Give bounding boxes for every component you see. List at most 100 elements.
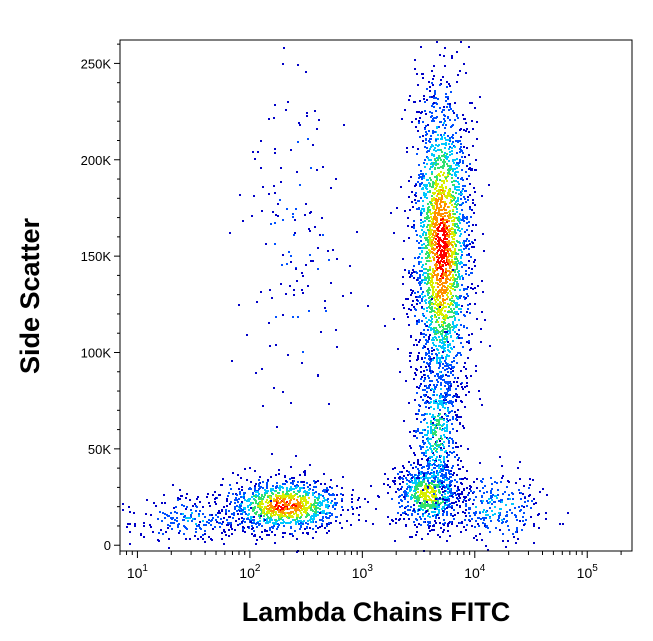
event-dot [266, 530, 268, 532]
event-dot [264, 492, 266, 494]
event-dot [417, 428, 419, 430]
event-dot [419, 385, 421, 387]
event-dot [442, 265, 444, 267]
event-dot [521, 505, 523, 507]
event-dot [463, 220, 465, 222]
event-dot [302, 497, 304, 499]
event-dot [435, 267, 437, 269]
event-dot [420, 492, 422, 494]
event-dot [432, 192, 434, 194]
event-dot [441, 136, 443, 138]
event-dot [230, 526, 232, 528]
event-dot [466, 147, 468, 149]
event-dot [393, 318, 395, 320]
event-dot [442, 375, 444, 377]
event-dot [442, 465, 444, 467]
event-dot [429, 242, 431, 244]
event-dot [310, 516, 312, 518]
event-dot [282, 491, 284, 493]
event-dot [449, 140, 451, 142]
event-dot [433, 467, 435, 469]
event-dot [322, 490, 324, 492]
event-dot [407, 298, 409, 300]
event-dot [435, 263, 437, 265]
event-dot [420, 222, 422, 224]
event-dot [308, 489, 310, 491]
event-dot [429, 362, 431, 364]
event-dot [451, 150, 453, 152]
event-dot [489, 507, 491, 509]
event-dot [441, 473, 443, 475]
event-dot [463, 427, 465, 429]
event-dot [236, 482, 238, 484]
event-dot [439, 107, 441, 109]
event-dot [319, 519, 321, 521]
event-dot [440, 378, 442, 380]
event-dot [427, 157, 429, 159]
event-dot [471, 246, 473, 248]
event-dot [425, 334, 427, 336]
event-dot [454, 119, 456, 121]
event-dot [460, 146, 462, 148]
event-dot [419, 502, 421, 504]
event-dot [422, 429, 424, 431]
event-dot [453, 112, 455, 114]
event-dot [469, 488, 471, 490]
event-dot [431, 96, 433, 98]
event-dot [258, 485, 260, 487]
event-dot [477, 517, 479, 519]
event-dot [433, 432, 435, 434]
event-dot [307, 493, 309, 495]
event-dot [456, 81, 458, 83]
event-dot [429, 289, 431, 291]
event-dot [524, 497, 526, 499]
event-dot [490, 495, 492, 497]
event-dot [240, 513, 242, 515]
event-dot [428, 377, 430, 379]
event-dot [461, 193, 463, 195]
event-dot [471, 518, 473, 520]
event-dot [255, 523, 257, 525]
event-dot [423, 478, 425, 480]
event-dot [454, 317, 456, 319]
event-dot [410, 366, 412, 368]
event-dot [317, 514, 319, 516]
event-dot [471, 525, 473, 527]
event-dot [454, 102, 456, 104]
event-dot [420, 366, 422, 368]
event-dot [454, 203, 456, 205]
event-dot [425, 475, 427, 477]
event-dot [222, 478, 224, 480]
event-dot [412, 269, 414, 271]
event-dot [457, 177, 459, 179]
event-dot [427, 340, 429, 342]
event-dot [433, 389, 435, 391]
event-dot [436, 339, 438, 341]
event-dot [459, 70, 461, 72]
event-dot [427, 478, 429, 480]
event-dot [275, 486, 277, 488]
event-dot [252, 507, 254, 509]
event-dot [476, 478, 478, 480]
event-dot [432, 244, 434, 246]
event-dot [454, 217, 456, 219]
event-dot [177, 497, 179, 499]
event-dot [305, 504, 307, 506]
event-dot [423, 268, 425, 270]
event-dot [279, 489, 281, 491]
event-dot [275, 521, 277, 523]
event-dot [460, 460, 462, 462]
event-dot [434, 375, 436, 377]
event-dot [498, 520, 500, 522]
event-dot [449, 488, 451, 490]
event-dot [182, 519, 184, 521]
event-dot [234, 508, 236, 510]
event-dot [432, 515, 434, 517]
event-dot [262, 511, 264, 513]
event-dot [454, 172, 456, 174]
event-dot [456, 200, 458, 202]
event-dot [263, 515, 265, 517]
event-dot [460, 531, 462, 533]
event-dot [445, 469, 447, 471]
event-dot [486, 500, 488, 502]
